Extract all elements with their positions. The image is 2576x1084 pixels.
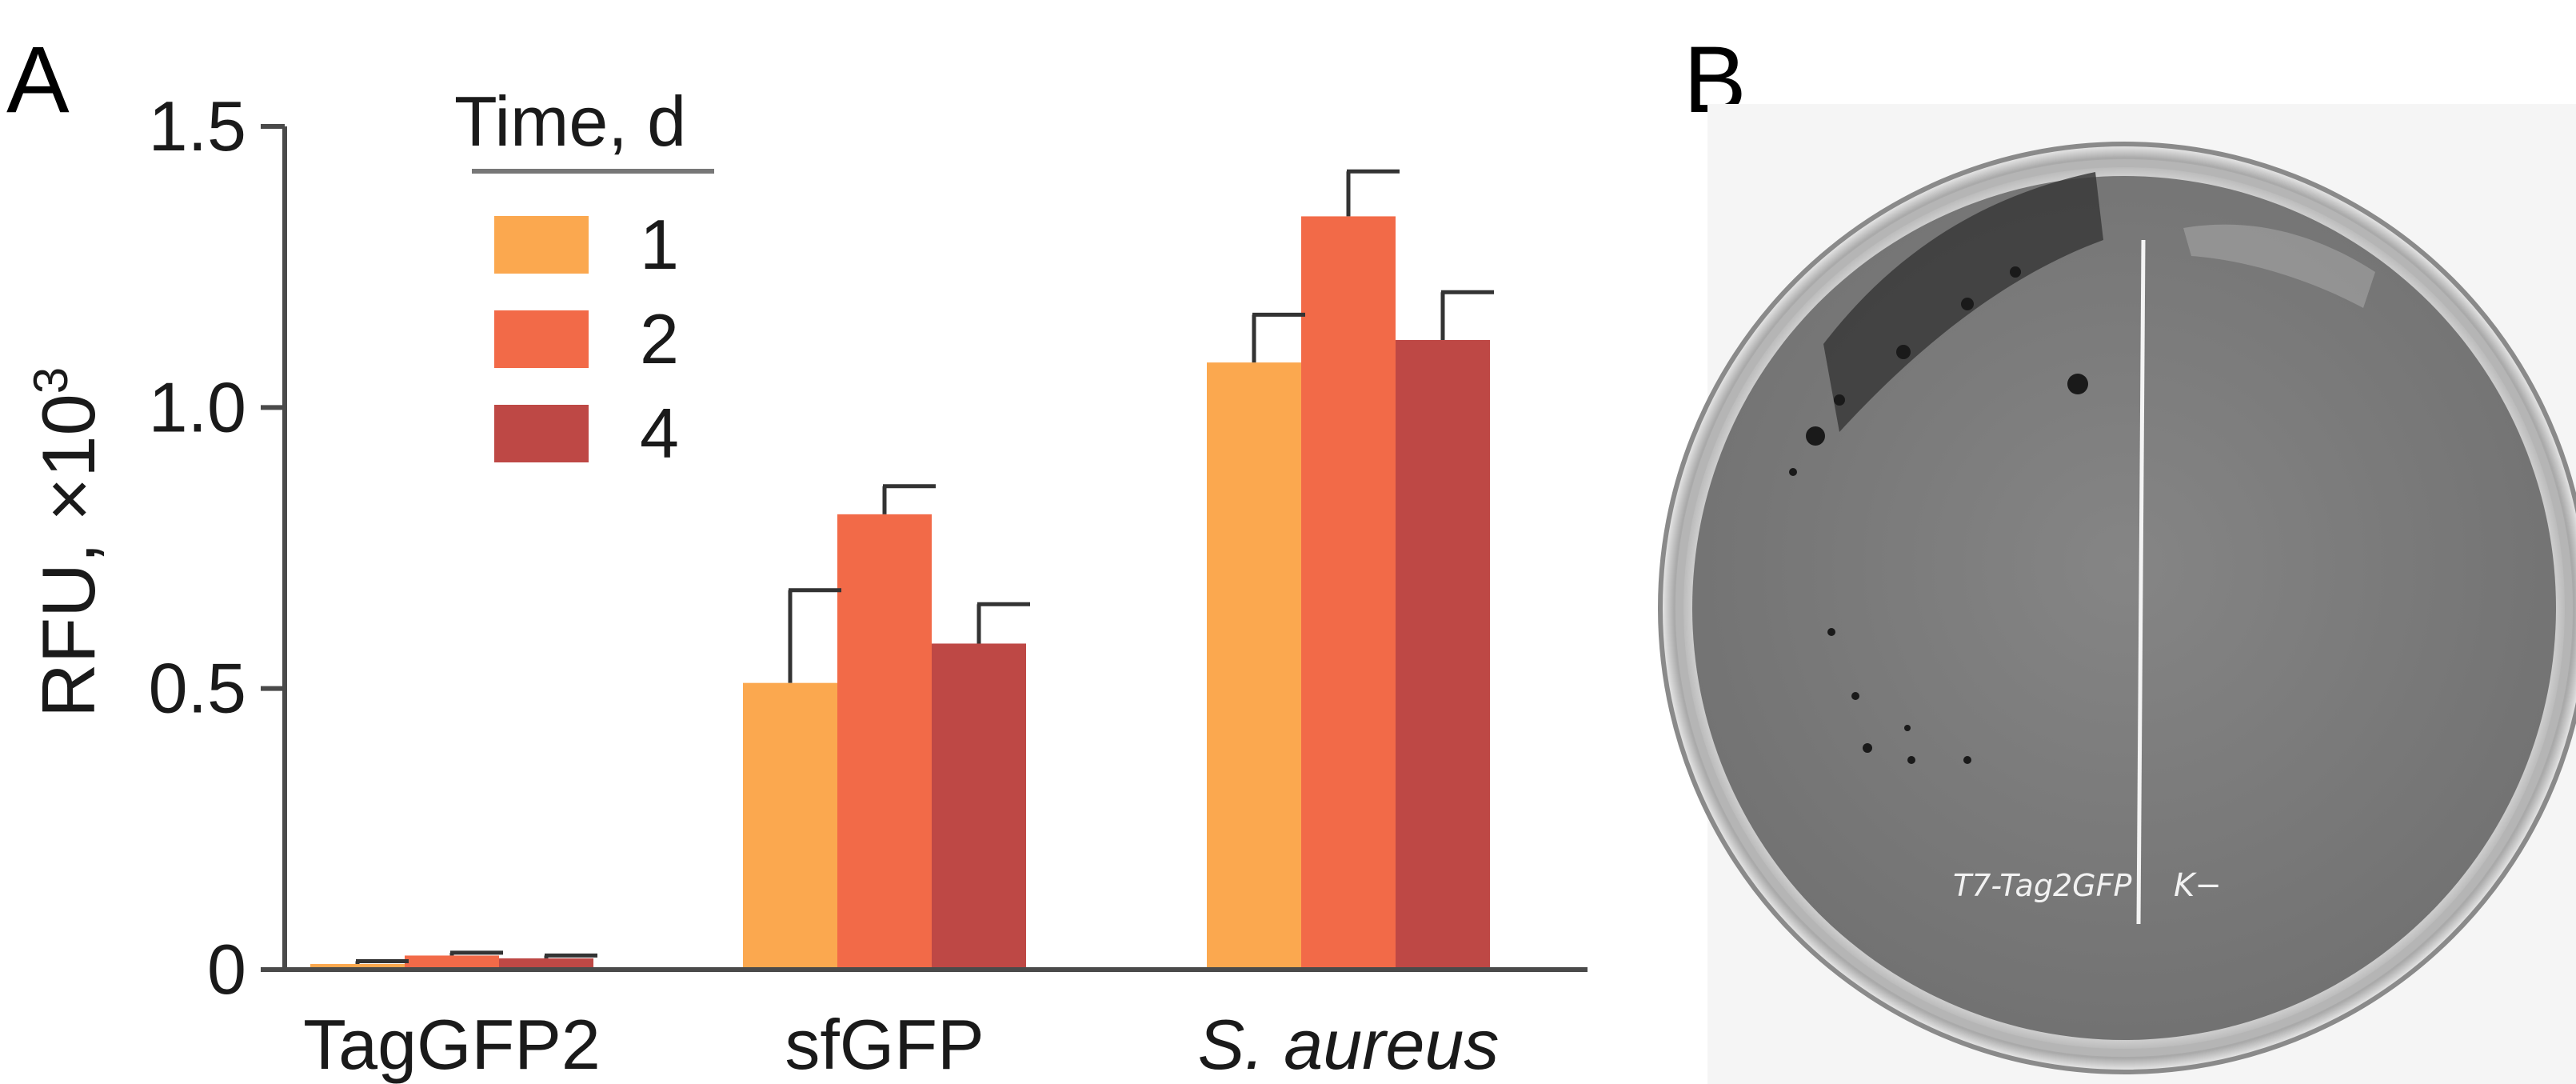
error-bars-layer [355, 169, 1494, 964]
plate-label-left: T7-Tag2GFP [1953, 868, 2131, 903]
dividing-line [2136, 239, 2146, 925]
legend-label-2: 2 [640, 299, 679, 378]
x-tick-label: sfGFP [785, 1005, 984, 1084]
y-tick-label: 0.5 [149, 649, 246, 728]
bar-taggfp2-t2 [405, 955, 499, 970]
y-tick-label: 0 [207, 930, 246, 1009]
bar-sfgfp-t1 [743, 682, 837, 970]
bar-chart: 0 0.5 1.0 1.5 TagGFP2 sfGFP S. aureus RFU, ×1… [24, 82, 1588, 1084]
x-tick-label: TagGFP2 [303, 1005, 601, 1084]
legend-swatch-1 [494, 216, 589, 274]
x-tick-labels: TagGFP2 sfGFP S. aureus [303, 1005, 1499, 1084]
legend-swatch-4 [494, 405, 589, 462]
streak-right [2183, 224, 2375, 308]
y-axis-label-text: RFU, ×10 [26, 394, 110, 718]
y-tick-label: 1.5 [149, 86, 246, 166]
bar-taggfp2-t1 [310, 963, 405, 970]
bars-layer [310, 216, 1490, 970]
y-axis-label: RFU, ×103 [24, 367, 110, 718]
bar-sfgfp-t2 [837, 514, 932, 970]
plate-label-right: K− [2174, 867, 2222, 904]
y-axis-label-superscript: 3 [24, 367, 78, 394]
dish-inner-rim [1675, 159, 2573, 1057]
y-ticks: 0 0.5 1.0 1.5 [149, 86, 285, 1009]
y-tick-label: 1.0 [149, 367, 246, 446]
bar-s-aureus-t1 [1207, 362, 1301, 970]
bar-s-aureus-t2 [1301, 216, 1396, 970]
legend: Time, d 1 2 4 [454, 82, 714, 473]
legend-title: Time, d [454, 82, 686, 161]
legend-swatch-2 [494, 310, 589, 368]
axes [282, 126, 1588, 972]
petri-dish-photo: T7-Tag2GFP K− [1658, 104, 2576, 1084]
agar-surface [1692, 176, 2556, 1040]
panel-a-label: A [6, 27, 70, 133]
bar-sfgfp-t4 [932, 643, 1026, 970]
bar-taggfp2-t4 [499, 958, 593, 970]
x-tick-label: S. aureus [1198, 1005, 1500, 1084]
legend-label-4: 4 [640, 394, 679, 473]
bar-s-aureus-t4 [1396, 340, 1490, 970]
colony-dots-left [1789, 266, 2088, 764]
legend-label-1: 1 [640, 205, 679, 284]
